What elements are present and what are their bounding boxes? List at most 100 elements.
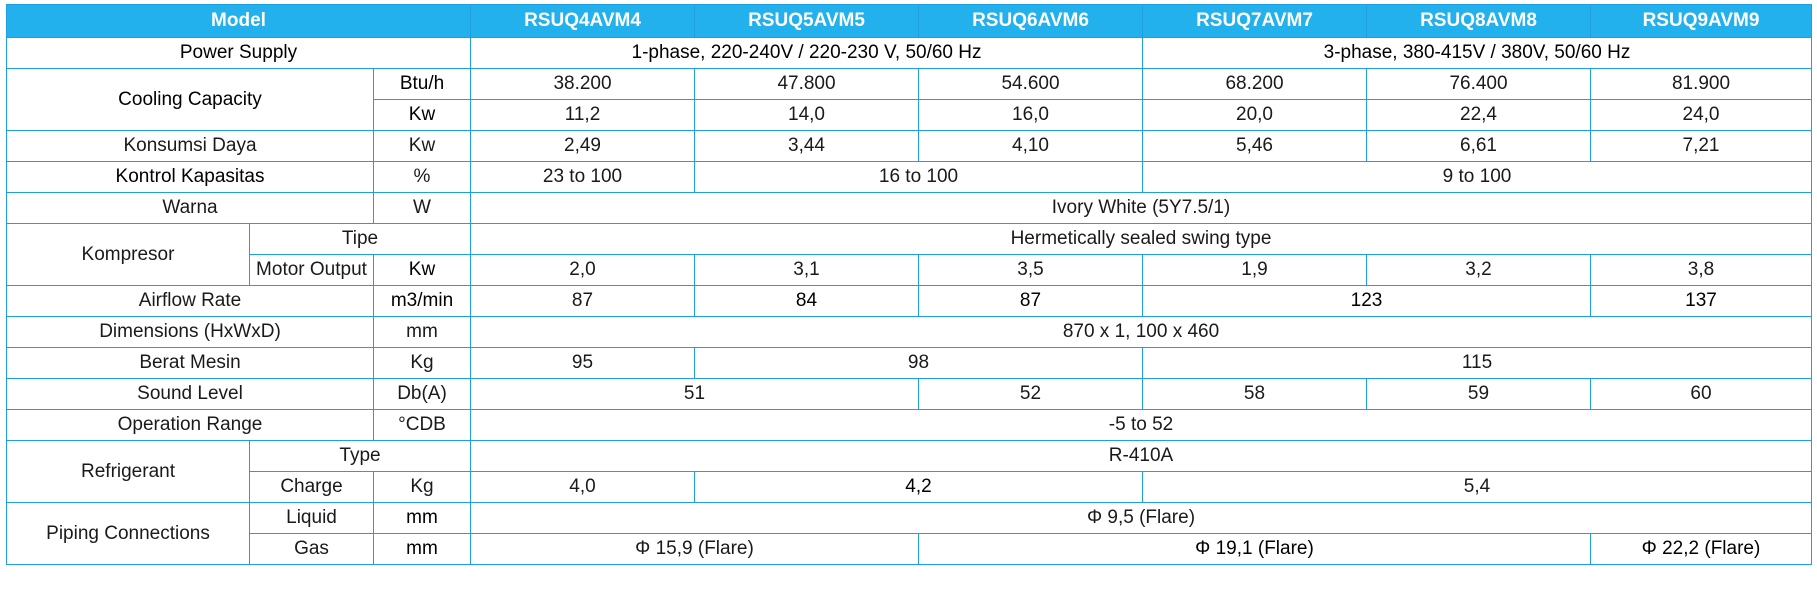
table-cell: 5,4 [1142,471,1812,503]
table-cell: 1-phase, 220-240V / 220-230 V, 50/60 Hz [470,37,1143,69]
row-label: Kompresor [6,223,250,286]
model-column-header: RSUQ6AVM6 [918,4,1143,38]
unit-cell: W [373,192,471,224]
table-cell: 23 to 100 [470,161,695,193]
table-cell: 4,10 [918,130,1143,162]
table-cell: 68.200 [1142,68,1367,100]
table-row: Berat Mesin Kg 95 98 115 [6,347,1812,379]
table-cell: R-410A [470,440,1812,472]
sub-row-label: Liquid [249,502,374,534]
table-cell: 59 [1366,378,1591,410]
unit-cell: mm [373,533,471,565]
table-cell: 3-phase, 380-415V / 380V, 50/60 Hz [1142,37,1812,69]
table-cell: 52 [918,378,1143,410]
row-label: Airflow Rate [6,285,374,317]
table-cell: 16,0 [918,99,1143,131]
table-cell: 137 [1590,285,1812,317]
table-row: Gas mm Φ 15,9 (Flare) Φ 19,1 (Flare) Φ 2… [7,533,1812,565]
table-cell: 870 x 1, 100 x 460 [470,316,1812,348]
table-cell: 123 [1142,285,1591,317]
table-cell: 14,0 [694,99,919,131]
sub-row-label: Motor Output [249,254,374,286]
table-cell: 4,2 [694,471,1143,503]
model-column-header: RSUQ4AVM4 [470,4,695,38]
row-label: Berat Mesin [6,347,374,379]
table-cell: 5,46 [1142,130,1367,162]
unit-cell: Kw [373,254,471,286]
table-row: Dimensions (HxWxD) mm 870 x 1, 100 x 460 [6,316,1812,348]
table-row: Konsumsi Daya Kw 2,49 3,44 4,10 5,46 6,6… [6,130,1812,162]
table-cell: 3,8 [1590,254,1812,286]
table-cell: 1,9 [1142,254,1367,286]
table-cell: Φ 22,2 (Flare) [1590,533,1812,565]
row-label: Sound Level [6,378,374,410]
table-cell: 9 to 100 [1142,161,1812,193]
sub-row-label: Tipe [249,223,471,255]
table-cell: 22,4 [1366,99,1591,131]
table-cell: 84 [694,285,919,317]
table-cell: Φ 15,9 (Flare) [470,533,919,565]
unit-cell: m3/min [373,285,471,317]
table-cell: Hermetically sealed swing type [470,223,1812,255]
model-column-header: RSUQ8AVM8 [1366,4,1591,38]
table-cell: 51 [470,378,919,410]
row-label: Refrigerant [6,440,250,503]
specification-table: Model RSUQ4AVM4 RSUQ5AVM5 RSUQ6AVM6 RSUQ… [6,4,1812,565]
table-cell: 4,0 [470,471,695,503]
table-row: Kontrol Kapasitas % 23 to 100 16 to 100 … [6,161,1812,193]
unit-cell: Kg [373,471,471,503]
table-cell: 3,5 [918,254,1143,286]
table-cell: 2,49 [470,130,695,162]
table-cell: 20,0 [1142,99,1367,131]
table-row: Charge Kg 4,0 4,2 5,4 [7,471,1812,503]
table-row: Cooling Capacity Btu/h 38.200 47.800 54.… [6,68,1812,131]
sub-row-label: Gas [249,533,374,565]
table-cell: 7,21 [1590,130,1812,162]
table-row: Piping Connections Liquid mm Φ 9,5 (Flar… [6,502,1812,565]
row-label: Piping Connections [6,502,250,565]
table-cell: 58 [1142,378,1367,410]
table-cell: 115 [1142,347,1812,379]
sub-row-label: Type [249,440,471,472]
row-label: Warna [6,192,374,224]
unit-cell: Kg [373,347,471,379]
table-cell: 38.200 [470,68,695,100]
table-cell: -5 to 52 [470,409,1812,441]
row-label: Power Supply [6,37,471,69]
model-column-header: RSUQ5AVM5 [694,4,919,38]
row-label: Dimensions (HxWxD) [6,316,374,348]
table-cell: 54.600 [918,68,1143,100]
table-cell: Ivory White (5Y7.5/1) [470,192,1812,224]
table-row: Sound Level Db(A) 51 52 58 59 60 [6,378,1812,410]
table-cell: 98 [694,347,1143,379]
table-cell: 2,0 [470,254,695,286]
table-cell: 3,2 [1366,254,1591,286]
table-row: Power Supply 1-phase, 220-240V / 220-230… [6,37,1812,69]
row-label: Cooling Capacity [6,68,374,131]
spec-table-container: Model RSUQ4AVM4 RSUQ5AVM5 RSUQ6AVM6 RSUQ… [6,4,1812,565]
unit-cell: Kw [373,130,471,162]
table-cell: 6,61 [1366,130,1591,162]
unit-cell: Kw [373,99,471,131]
table-cell: 87 [918,285,1143,317]
header-row: Model RSUQ4AVM4 RSUQ5AVM5 RSUQ6AVM6 RSUQ… [6,4,1812,38]
table-row: Refrigerant Type R-410A [6,440,1812,503]
unit-cell: Db(A) [373,378,471,410]
row-label: Kontrol Kapasitas [6,161,374,193]
table-cell: 76.400 [1366,68,1591,100]
sub-row-label: Charge [249,471,374,503]
table-cell: 24,0 [1590,99,1812,131]
table-row: Motor Output Kw 2,0 3,1 3,5 1,9 3,2 3,8 [7,254,1812,286]
table-row: Warna W Ivory White (5Y7.5/1) [6,192,1812,224]
table-cell: 87 [470,285,695,317]
table-cell: Φ 9,5 (Flare) [470,502,1812,534]
table-cell: 95 [470,347,695,379]
table-cell: 81.900 [1590,68,1812,100]
table-cell: Φ 19,1 (Flare) [918,533,1591,565]
table-row: Kw 11,2 14,0 16,0 20,0 22,4 24,0 [7,99,1812,131]
table-cell: 3,1 [694,254,919,286]
table-cell: 60 [1590,378,1812,410]
unit-cell: % [373,161,471,193]
unit-cell: Btu/h [373,68,471,100]
row-label: Operation Range [6,409,374,441]
